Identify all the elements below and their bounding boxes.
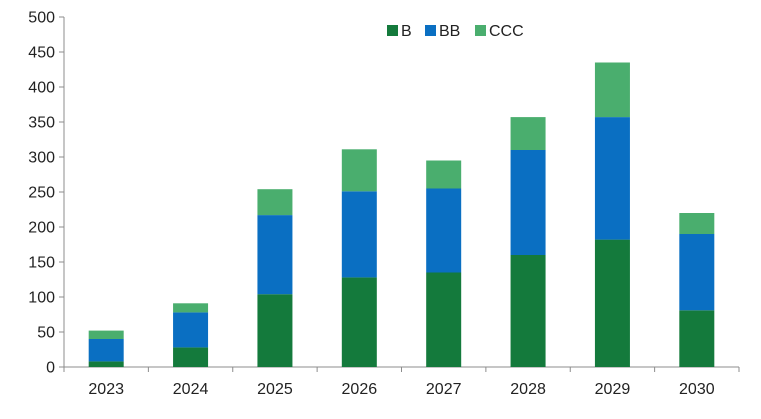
x-tick-label: 2023 <box>88 381 124 398</box>
x-axis: 2023 2024 2025 2026 2027 2028 2029 2030 <box>63 366 740 398</box>
bar-b-2028 <box>510 255 546 367</box>
bar-b-2029 <box>594 239 630 367</box>
bar-b-2025 <box>257 294 293 367</box>
y-tick-label: 300 <box>28 150 55 167</box>
y-tick-label: 400 <box>28 80 55 97</box>
bar-b-2030 <box>679 310 715 367</box>
bars <box>88 62 715 367</box>
bar-bb-2024 <box>173 312 209 348</box>
x-tick-label: 2025 <box>257 381 293 398</box>
bar-ccc-2026 <box>341 149 377 192</box>
bar-ccc-2023 <box>88 330 124 339</box>
y-tick-label: 0 <box>46 360 55 377</box>
x-tick-label: 2030 <box>679 381 715 398</box>
bar-ccc-2025 <box>257 189 293 216</box>
bar-bb-2029 <box>594 117 630 240</box>
bar-bb-2023 <box>88 339 124 362</box>
legend-label-ccc: CCC <box>489 23 524 40</box>
x-tick-label: 2028 <box>510 381 546 398</box>
legend-label-b: B <box>401 23 412 40</box>
bar-b-2023 <box>88 361 124 367</box>
y-tick-label: 250 <box>28 185 55 202</box>
legend-swatch-bb <box>425 25 436 36</box>
x-tick-label: 2026 <box>342 381 378 398</box>
legend-label-bb: BB <box>439 23 460 40</box>
bar-b-2027 <box>426 272 462 367</box>
legend-swatch-b <box>387 25 398 36</box>
x-tick-label: 2024 <box>173 381 209 398</box>
y-axis: 0 50 100 150 200 250 300 350 400 450 500 <box>28 10 65 377</box>
bar-b-2024 <box>173 347 209 367</box>
bar-ccc-2024 <box>173 303 209 313</box>
y-tick-label: 100 <box>28 290 55 307</box>
bar-ccc-2028 <box>510 117 546 150</box>
bar-ccc-2027 <box>426 160 462 189</box>
y-tick-label: 350 <box>28 115 55 132</box>
bar-bb-2025 <box>257 215 293 295</box>
bar-bb-2030 <box>679 234 715 311</box>
y-tick-label: 450 <box>28 45 55 62</box>
y-tick-label: 200 <box>28 220 55 237</box>
legend: B BB CCC <box>387 23 524 40</box>
bar-bb-2028 <box>510 150 546 255</box>
x-tick-label: 2029 <box>595 381 631 398</box>
bar-ccc-2029 <box>594 62 630 118</box>
bar-bb-2026 <box>341 191 377 278</box>
y-tick-label: 150 <box>28 255 55 272</box>
bar-ccc-2030 <box>679 213 715 234</box>
bar-b-2026 <box>341 277 377 367</box>
y-tick-label: 500 <box>28 10 55 27</box>
y-tick-label: 50 <box>37 325 55 342</box>
legend-swatch-ccc <box>475 25 486 36</box>
x-tick-label: 2027 <box>426 381 462 398</box>
bar-bb-2027 <box>426 188 462 273</box>
